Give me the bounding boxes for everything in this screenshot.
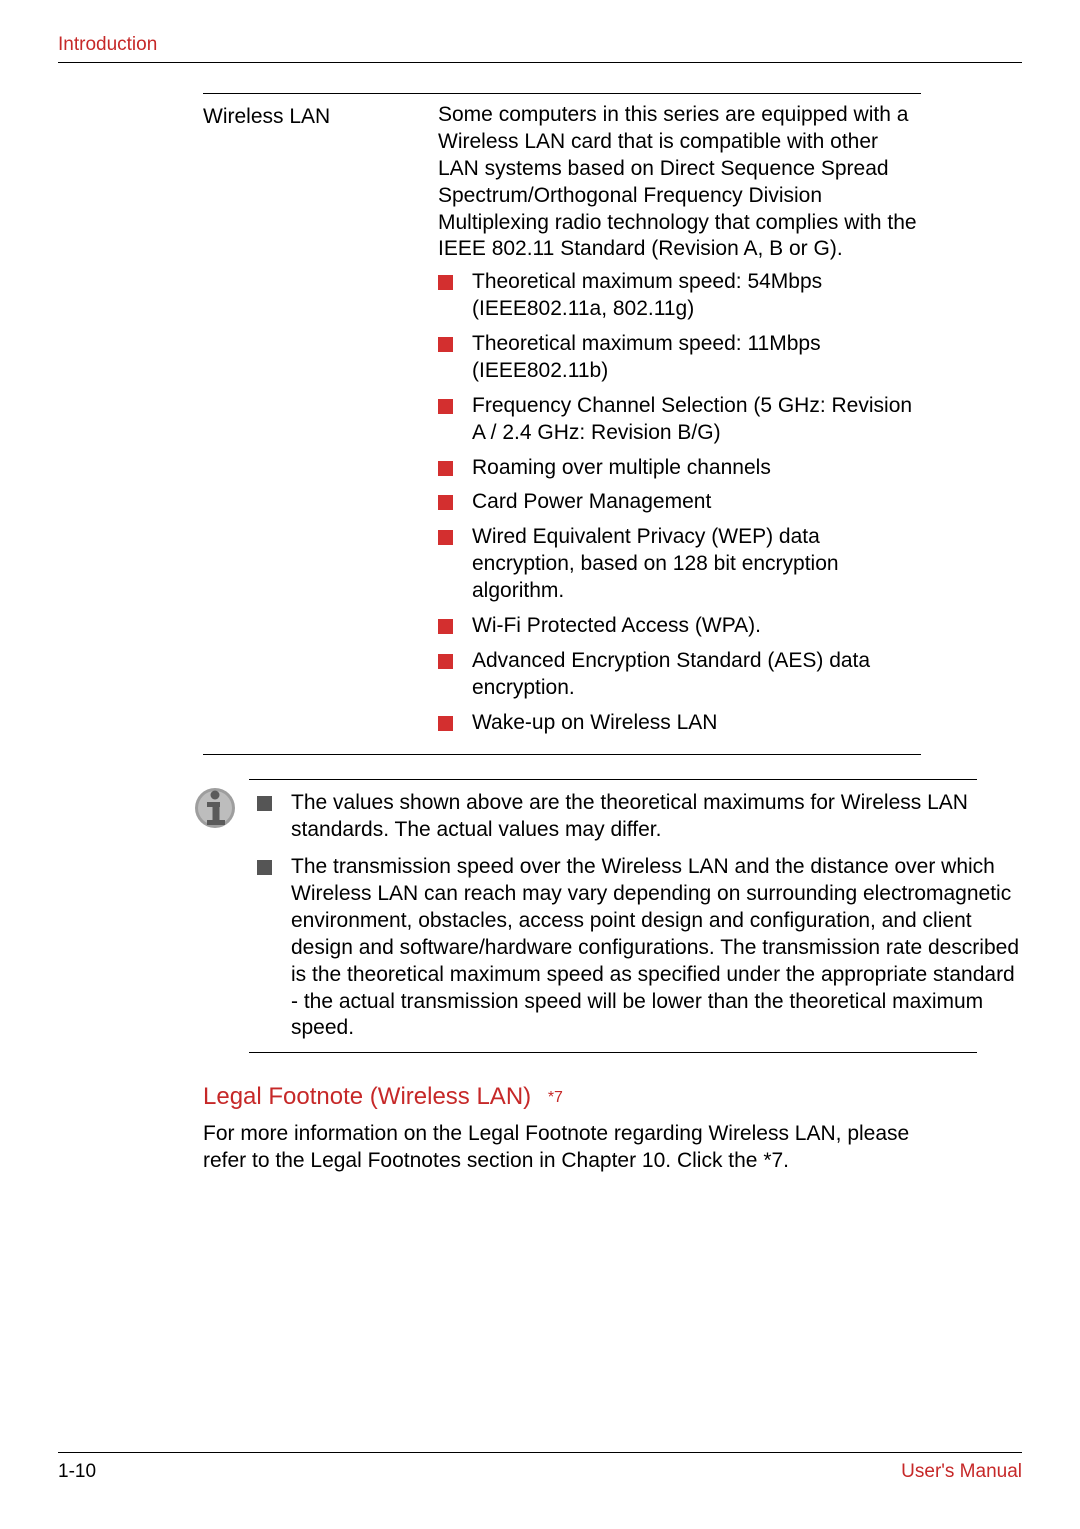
list-item: Advanced Encryption Standard (AES) data … — [438, 648, 921, 702]
wlan-intro: Some computers in this series are equipp… — [438, 102, 921, 263]
header-rule — [58, 62, 1022, 63]
legal-body: For more information on the Legal Footno… — [203, 1121, 921, 1175]
list-item: Frequency Channel Selection (5 GHz: Revi… — [438, 393, 921, 447]
list-item: Wake-up on Wireless LAN — [438, 710, 921, 737]
legal-heading: Legal Footnote (Wireless LAN) *7 — [203, 1083, 921, 1111]
section-top-rule — [203, 93, 921, 94]
wlan-bullet-list: Theoretical maximum speed: 54Mbps (IEEE8… — [438, 269, 921, 736]
content-area: Wireless LAN Some computers in this seri… — [203, 93, 1022, 1175]
footer-rule — [58, 1452, 1022, 1453]
footer-row: 1-10 User's Manual — [58, 1461, 1022, 1483]
page: Introduction Wireless LAN Some computers… — [0, 0, 1080, 1529]
note-content: The values shown above are the theoretic… — [249, 790, 1022, 1042]
legal-heading-text: Legal Footnote (Wireless LAN) — [203, 1083, 531, 1110]
legal-ref[interactable]: *7 — [548, 1089, 563, 1106]
info-icon — [193, 779, 249, 838]
note-block: The values shown above are the theoretic… — [193, 779, 1022, 1053]
note-bottom-rule — [249, 1052, 977, 1053]
section-bottom-rule — [203, 754, 921, 755]
list-item: The values shown above are the theoretic… — [257, 790, 1022, 844]
list-item: The transmission speed over the Wireless… — [257, 854, 1022, 1042]
list-item: Theoretical maximum speed: 54Mbps (IEEE8… — [438, 269, 921, 323]
legal-section: Legal Footnote (Wireless LAN) *7 For mor… — [203, 1083, 921, 1175]
section-header: Introduction — [58, 34, 1022, 56]
list-item: Wired Equivalent Privacy (WEP) data encr… — [438, 524, 921, 605]
list-item: Theoretical maximum speed: 11Mbps (IEEE8… — [438, 331, 921, 385]
page-number: 1-10 — [58, 1461, 96, 1483]
list-item: Card Power Management — [438, 489, 921, 516]
list-item: Wi-Fi Protected Access (WPA). — [438, 613, 921, 640]
note-bullet-list: The values shown above are the theoretic… — [257, 790, 1022, 1042]
list-item: Roaming over multiple channels — [438, 455, 921, 482]
wlan-term: Wireless LAN — [203, 102, 438, 130]
wlan-row: Wireless LAN Some computers in this seri… — [203, 102, 921, 744]
page-footer: 1-10 User's Manual — [58, 1452, 1022, 1483]
note-top-rule — [249, 779, 977, 780]
note-right: The values shown above are the theoretic… — [249, 779, 1022, 1053]
doc-title: User's Manual — [901, 1461, 1022, 1483]
wlan-description: Some computers in this series are equipp… — [438, 102, 921, 744]
